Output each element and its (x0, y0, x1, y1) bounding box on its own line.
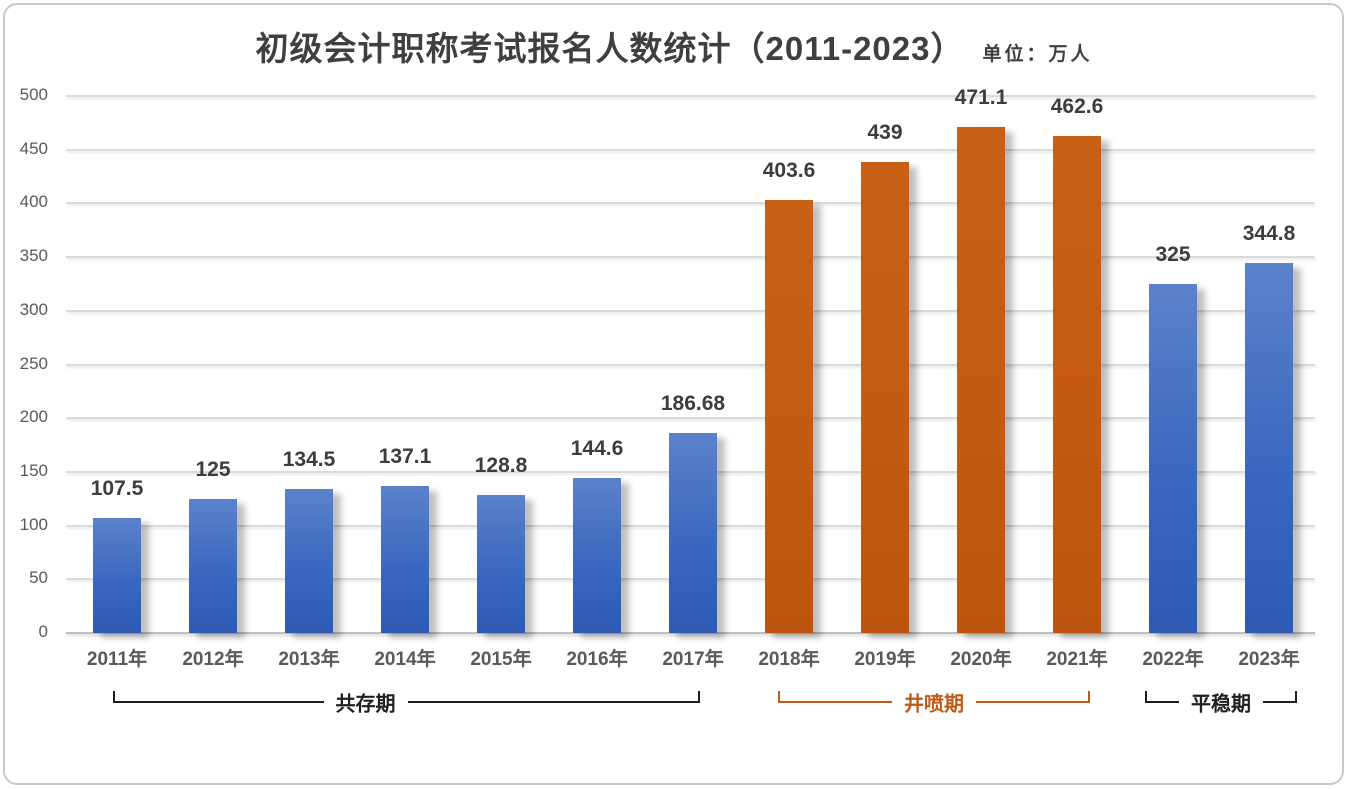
y-axis-label: 350 (19, 246, 48, 266)
y-axis-label: 200 (19, 407, 48, 427)
x-axis-label: 2019年 (854, 649, 916, 670)
bar-value-label: 344.8 (1242, 221, 1296, 245)
bar-2015年 (477, 494, 525, 633)
gridline (66, 417, 1315, 420)
x-axis-label: 2013年 (278, 649, 340, 670)
bar-value-label: 134.5 (282, 447, 336, 471)
y-axis-label: 400 (19, 192, 48, 212)
plot-area (66, 95, 1317, 634)
bracket-line (115, 701, 324, 703)
bar-2013年 (285, 488, 333, 633)
bar-value-label: 144.6 (570, 436, 624, 460)
bar-2017年 (669, 432, 717, 633)
y-axis-label: 300 (19, 299, 48, 319)
x-axis-label: 2017年 (662, 649, 724, 670)
bracket-right-tick (1088, 691, 1090, 703)
y-axis-label: 0 (38, 622, 48, 641)
bracket-line (407, 701, 698, 703)
bar-value-label: 107.5 (90, 476, 144, 500)
bracket-right-tick (698, 691, 700, 703)
bracket-left-tick (1145, 691, 1147, 703)
y-axis-label: 50 (29, 568, 48, 588)
bar-value-label: 137.1 (378, 444, 432, 468)
y-axis-label: 500 (19, 85, 48, 104)
bar-2016年 (573, 477, 621, 633)
x-axis-label: 2021年 (1046, 649, 1108, 670)
y-axis-label: 100 (19, 514, 48, 534)
bracket-line (1147, 701, 1179, 703)
period-bracket: 井喷期 (778, 687, 1090, 717)
gridline (66, 256, 1315, 259)
gridline (66, 309, 1315, 312)
bar-2019年 (861, 161, 909, 633)
period-bracket: 共存期 (113, 687, 700, 717)
x-axis-label: 2018年 (758, 649, 820, 670)
x-axis-label: 2012年 (182, 649, 244, 670)
bar-value-label: 186.68 (660, 391, 726, 415)
bracket-line (780, 701, 892, 703)
x-axis-label: 2020年 (950, 649, 1012, 670)
bracket-line (1263, 701, 1295, 703)
bar-value-label: 439 (867, 120, 903, 144)
bar-value-label: 325 (1155, 242, 1191, 266)
bar-2011年 (93, 517, 141, 633)
x-axis-label: 2015年 (470, 649, 532, 670)
bar-2012年 (189, 498, 237, 633)
period-label: 共存期 (335, 693, 396, 716)
period-bracket: 平稳期 (1145, 687, 1297, 717)
gridline (66, 95, 1315, 97)
x-axis-label: 2016年 (566, 649, 628, 670)
gridline (66, 363, 1315, 366)
bar-value-label: 471.1 (954, 86, 1008, 110)
bracket-right-tick (1295, 691, 1297, 703)
bar-2022年 (1149, 283, 1197, 633)
bracket-left-tick (778, 691, 780, 703)
y-axis-label: 450 (19, 138, 48, 158)
x-axis-label: 2022年 (1142, 649, 1204, 670)
period-label: 平稳期 (1191, 693, 1251, 716)
bar-value-label: 403.6 (762, 158, 816, 182)
bracket-line (976, 701, 1088, 703)
x-axis-label: 2023年 (1238, 649, 1300, 670)
bar-value-label: 125 (195, 457, 231, 481)
bar-2023年 (1245, 262, 1293, 633)
chart-title: 初级会计职称考试报名人数统计（2011-2023） (255, 30, 965, 67)
x-axis-label: 2011年 (86, 649, 148, 670)
bar-2014年 (381, 485, 429, 633)
bracket-left-tick (113, 691, 115, 703)
chart-title-row: 初级会计职称考试报名人数统计（2011-2023） 单位：万人 (0, 22, 1348, 70)
unit-label: 单位：万人 (982, 44, 1093, 65)
bar-value-label: 128.8 (474, 453, 528, 477)
bar-2021年 (1053, 136, 1101, 633)
x-axis-line (66, 632, 1315, 634)
period-label: 井喷期 (904, 693, 964, 716)
bar-2018年 (765, 199, 813, 633)
gridline (66, 148, 1315, 151)
y-axis-label: 150 (19, 460, 48, 480)
bar-value-label: 462.6 (1050, 95, 1104, 119)
gridline (66, 202, 1315, 205)
bar-2020年 (957, 127, 1005, 633)
x-axis-label: 2014年 (374, 649, 436, 670)
y-axis-label: 250 (19, 353, 48, 373)
